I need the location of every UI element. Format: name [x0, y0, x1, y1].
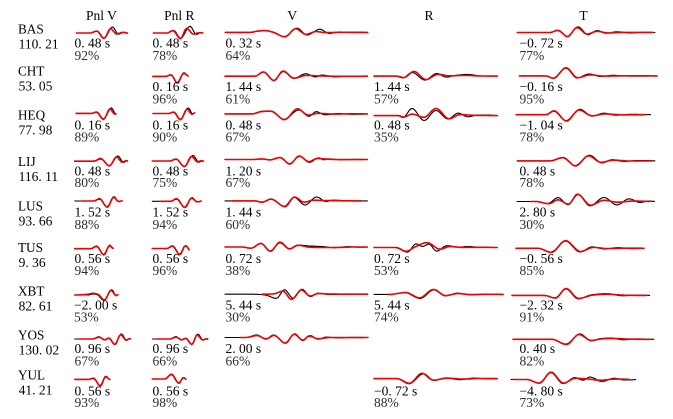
- svg-text:30%: 30%: [520, 217, 545, 232]
- svg-text:−0. 16 s: −0. 16 s: [520, 79, 563, 94]
- svg-text:−4. 80 s: −4. 80 s: [520, 383, 563, 398]
- svg-text:−2. 00 s: −2. 00 s: [74, 298, 117, 313]
- svg-text:0. 56 s: 0. 56 s: [153, 383, 189, 398]
- svg-text:YUL: YUL: [18, 368, 45, 383]
- svg-text:67%: 67%: [226, 129, 251, 144]
- svg-text:−2. 32 s: −2. 32 s: [520, 298, 563, 313]
- svg-text:57%: 57%: [374, 91, 399, 106]
- svg-text:90%: 90%: [153, 129, 178, 144]
- svg-text:0. 48 s: 0. 48 s: [153, 163, 189, 178]
- svg-text:61%: 61%: [226, 91, 251, 106]
- svg-text:−1. 04 s: −1. 04 s: [520, 117, 563, 132]
- svg-text:0. 96 s: 0. 96 s: [153, 341, 189, 356]
- svg-text:1. 52 s: 1. 52 s: [75, 205, 111, 220]
- svg-text:0. 40 s: 0. 40 s: [520, 341, 556, 356]
- svg-text:−0. 72 s: −0. 72 s: [520, 35, 563, 50]
- svg-text:96%: 96%: [153, 91, 178, 106]
- svg-text:38%: 38%: [226, 263, 251, 278]
- svg-text:67%: 67%: [75, 353, 100, 368]
- svg-text:0. 48 s: 0. 48 s: [75, 35, 111, 50]
- svg-text:0. 72 s: 0. 72 s: [226, 251, 262, 266]
- svg-text:110. 21: 110. 21: [19, 36, 59, 51]
- svg-text:78%: 78%: [520, 175, 545, 190]
- svg-text:V: V: [287, 8, 297, 23]
- svg-text:80%: 80%: [75, 175, 100, 190]
- svg-text:HEQ: HEQ: [18, 108, 46, 123]
- svg-text:−0. 56 s: −0. 56 s: [520, 251, 563, 266]
- svg-text:67%: 67%: [226, 175, 251, 190]
- svg-text:89%: 89%: [75, 129, 100, 144]
- svg-text:0. 48 s: 0. 48 s: [520, 163, 556, 178]
- svg-text:41. 21: 41. 21: [19, 383, 53, 398]
- svg-text:LIJ: LIJ: [18, 154, 36, 169]
- svg-text:CHT: CHT: [18, 64, 44, 79]
- svg-text:5. 44 s: 5. 44 s: [226, 298, 262, 313]
- svg-text:0. 48 s: 0. 48 s: [226, 117, 262, 132]
- svg-text:88%: 88%: [374, 395, 399, 410]
- svg-text:85%: 85%: [520, 263, 545, 278]
- svg-text:1. 44 s: 1. 44 s: [226, 205, 262, 220]
- svg-text:BAS: BAS: [18, 21, 44, 36]
- svg-text:YOS: YOS: [18, 328, 44, 343]
- svg-text:53. 05: 53. 05: [19, 79, 53, 94]
- svg-text:78%: 78%: [520, 129, 545, 144]
- svg-text:0. 56 s: 0. 56 s: [75, 383, 111, 398]
- svg-text:0. 16 s: 0. 16 s: [153, 117, 189, 132]
- svg-text:96%: 96%: [153, 263, 178, 278]
- svg-text:75%: 75%: [153, 175, 178, 190]
- svg-text:T: T: [579, 8, 588, 23]
- svg-text:1. 44 s: 1. 44 s: [374, 79, 410, 94]
- svg-text:0. 48 s: 0. 48 s: [75, 163, 111, 178]
- svg-text:94%: 94%: [75, 263, 100, 278]
- svg-text:30%: 30%: [226, 310, 251, 325]
- svg-text:LUS: LUS: [18, 199, 43, 214]
- svg-text:88%: 88%: [75, 217, 100, 232]
- svg-text:82. 61: 82. 61: [19, 299, 53, 314]
- svg-text:98%: 98%: [153, 395, 178, 410]
- svg-text:77%: 77%: [520, 48, 545, 63]
- svg-text:78%: 78%: [153, 48, 178, 63]
- svg-text:94%: 94%: [153, 217, 178, 232]
- svg-text:0. 56 s: 0. 56 s: [75, 251, 111, 266]
- svg-text:1. 20 s: 1. 20 s: [226, 163, 262, 178]
- svg-text:0. 72 s: 0. 72 s: [374, 251, 410, 266]
- svg-text:66%: 66%: [226, 353, 251, 368]
- svg-text:92%: 92%: [75, 48, 100, 63]
- svg-text:0. 96 s: 0. 96 s: [75, 341, 111, 356]
- svg-text:R: R: [424, 8, 433, 23]
- svg-text:0. 48 s: 0. 48 s: [153, 35, 189, 50]
- svg-text:64%: 64%: [226, 48, 251, 63]
- svg-text:35%: 35%: [374, 129, 399, 144]
- svg-text:82%: 82%: [520, 353, 545, 368]
- svg-text:73%: 73%: [520, 395, 545, 410]
- svg-text:116. 11: 116. 11: [19, 169, 59, 184]
- svg-text:Pnl V: Pnl V: [86, 8, 117, 23]
- svg-text:60%: 60%: [226, 217, 251, 232]
- svg-text:53%: 53%: [374, 263, 399, 278]
- svg-text:66%: 66%: [153, 353, 178, 368]
- svg-text:2. 80 s: 2. 80 s: [520, 205, 556, 220]
- svg-text:1. 44 s: 1. 44 s: [226, 79, 262, 94]
- svg-text:0. 56 s: 0. 56 s: [153, 251, 189, 266]
- svg-text:93. 66: 93. 66: [19, 214, 53, 229]
- svg-text:0. 16 s: 0. 16 s: [75, 117, 111, 132]
- svg-text:93%: 93%: [75, 395, 100, 410]
- svg-text:5. 44 s: 5. 44 s: [374, 298, 410, 313]
- svg-text:53%: 53%: [74, 310, 99, 325]
- svg-text:91%: 91%: [520, 310, 545, 325]
- svg-text:130. 02: 130. 02: [19, 343, 60, 358]
- svg-text:77. 98: 77. 98: [19, 123, 53, 138]
- svg-text:XBT: XBT: [18, 284, 44, 299]
- svg-text:1. 52 s: 1. 52 s: [153, 205, 189, 220]
- svg-text:2. 00 s: 2. 00 s: [226, 341, 262, 356]
- svg-text:−0. 72 s: −0. 72 s: [374, 383, 417, 398]
- svg-text:95%: 95%: [520, 91, 545, 106]
- svg-text:Pnl R: Pnl R: [164, 8, 194, 23]
- svg-text:TUS: TUS: [18, 240, 43, 255]
- svg-text:0. 48 s: 0. 48 s: [374, 117, 410, 132]
- svg-text:0. 32 s: 0. 32 s: [226, 35, 262, 50]
- svg-text:0. 16 s: 0. 16 s: [153, 79, 189, 94]
- svg-text:74%: 74%: [374, 310, 399, 325]
- svg-text:9. 36: 9. 36: [19, 255, 46, 270]
